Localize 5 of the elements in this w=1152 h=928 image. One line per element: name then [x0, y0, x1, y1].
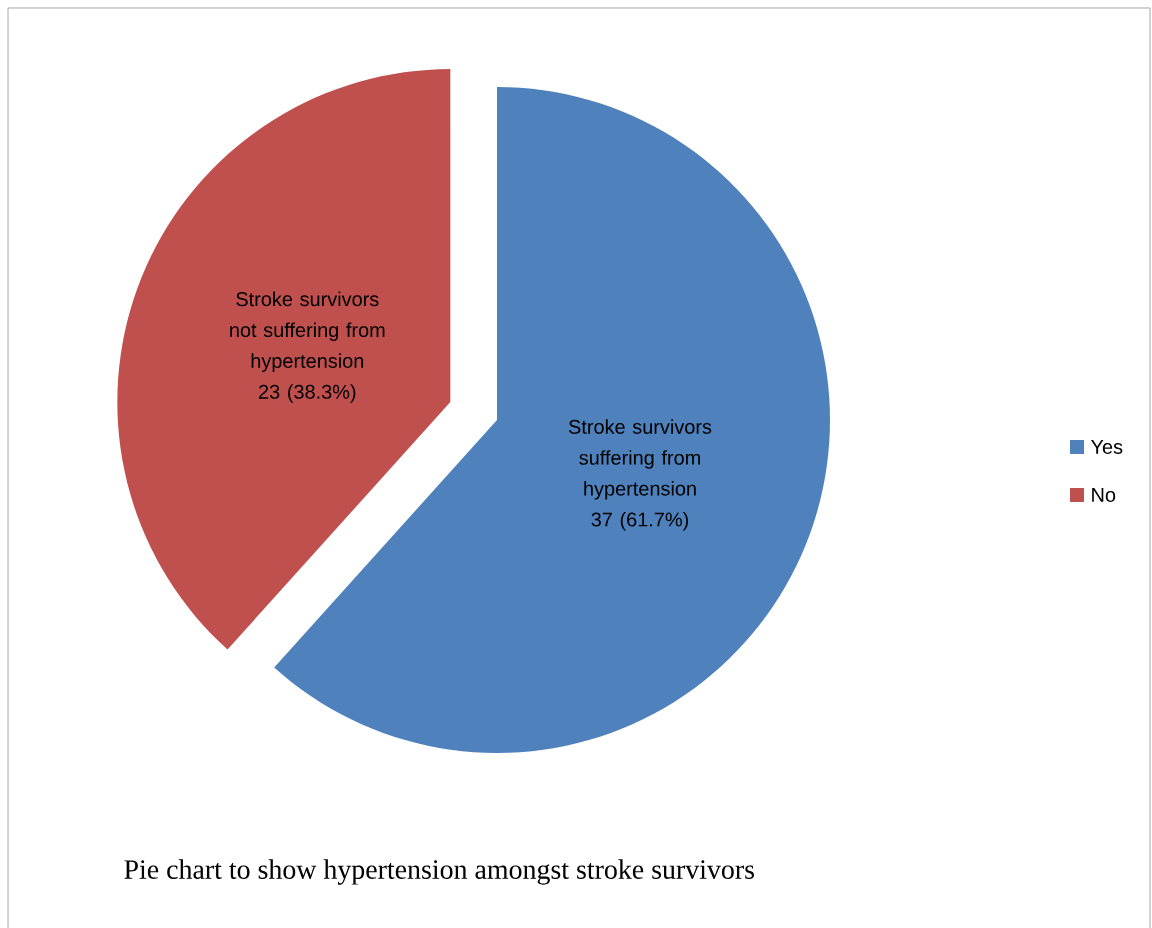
text: Pie chart to show hypertension amongst stroke survivors — [124, 859, 754, 885]
legend-label: Yes — [1090, 440, 1123, 454]
legend-label: No — [1092, 488, 1116, 502]
data-label: Stroke survivors not suffering from hypertension 23 (38.3%) — [230, 291, 385, 403]
data-label: Stroke survivors suffering from hypertension 37 (61.7%) — [568, 419, 712, 531]
